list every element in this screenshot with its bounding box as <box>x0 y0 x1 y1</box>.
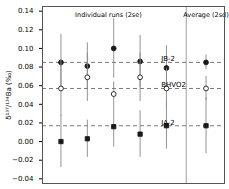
svg-text:Individual runs (2se): Individual runs (2se) <box>75 11 142 19</box>
svg-text:JB-2: JB-2 <box>160 55 175 63</box>
svg-text:−0.04: −0.04 <box>12 175 34 183</box>
svg-text:JA-2: JA-2 <box>160 119 175 127</box>
svg-text:BHVO2: BHVO2 <box>161 81 186 89</box>
svg-text:Average (2sd): Average (2sd) <box>183 11 228 19</box>
svg-text:0.14: 0.14 <box>18 7 34 15</box>
svg-text:0.00: 0.00 <box>18 138 34 146</box>
svg-text:0.08: 0.08 <box>18 63 34 71</box>
svg-text:0.12: 0.12 <box>18 26 34 34</box>
svg-text:0.02: 0.02 <box>18 119 34 127</box>
svg-text:δ¹³⁷/¹³⁴Ba (‰): δ¹³⁷/¹³⁴Ba (‰) <box>5 70 13 120</box>
svg-text:0.10: 0.10 <box>18 45 34 53</box>
svg-text:0.06: 0.06 <box>18 82 34 90</box>
svg-text:0.04: 0.04 <box>18 101 34 109</box>
svg-text:−0.02: −0.02 <box>12 156 33 164</box>
